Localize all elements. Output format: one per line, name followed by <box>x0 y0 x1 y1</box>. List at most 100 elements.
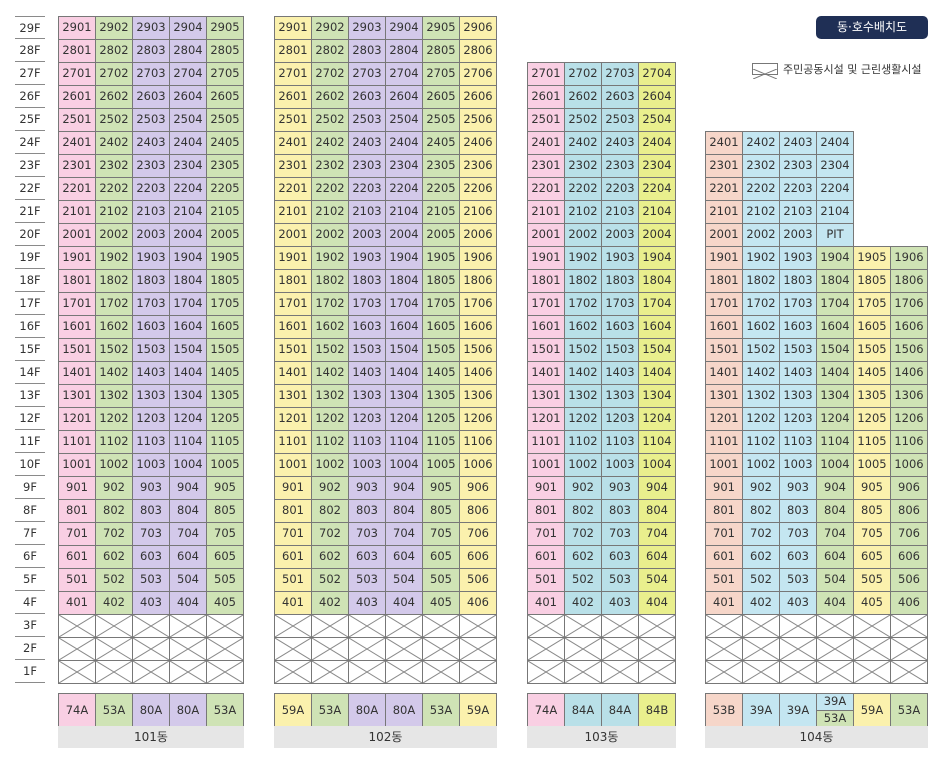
unit-cell[interactable]: 704 <box>638 522 676 546</box>
unit-cell[interactable]: 1901 <box>274 246 312 270</box>
unit-cell[interactable]: 2404 <box>385 131 423 155</box>
unit-cell[interactable]: 1706 <box>459 292 497 316</box>
unit-cell[interactable]: 1501 <box>705 338 743 362</box>
unit-cell[interactable]: 603 <box>601 545 639 569</box>
unit-cell[interactable]: 1102 <box>742 430 780 454</box>
unit-cell[interactable]: 1105 <box>853 430 891 454</box>
unit-cell[interactable]: 804 <box>385 499 423 523</box>
unit-cell[interactable]: 501 <box>58 568 96 592</box>
unit-cell[interactable]: 1201 <box>274 407 312 431</box>
unit-cell[interactable]: 1101 <box>527 430 565 454</box>
unit-cell[interactable]: 701 <box>527 522 565 546</box>
unit-cell[interactable]: 1503 <box>601 338 639 362</box>
unit-cell[interactable]: 1302 <box>311 384 349 408</box>
unit-cell[interactable]: 1906 <box>890 246 928 270</box>
unit-cell[interactable]: 1204 <box>169 407 207 431</box>
unit-cell[interactable]: 1203 <box>601 407 639 431</box>
unit-cell[interactable]: 2003 <box>779 223 817 247</box>
unit-cell[interactable]: 1706 <box>890 292 928 316</box>
unit-cell[interactable]: 1106 <box>890 430 928 454</box>
unit-cell[interactable]: 2902 <box>95 16 133 40</box>
unit-cell[interactable]: 1805 <box>853 269 891 293</box>
unit-cell[interactable]: 1004 <box>816 453 854 477</box>
unit-cell[interactable]: 2105 <box>422 200 460 224</box>
unit-cell[interactable]: 1405 <box>853 361 891 385</box>
unit-cell[interactable]: 1901 <box>527 246 565 270</box>
unit-cell[interactable]: 1604 <box>169 315 207 339</box>
unit-cell[interactable]: 905 <box>206 476 244 500</box>
unit-cell[interactable]: 1502 <box>564 338 602 362</box>
unit-cell[interactable]: 404 <box>385 591 423 615</box>
unit-cell[interactable]: 2203 <box>132 177 170 201</box>
unit-cell[interactable]: 1503 <box>779 338 817 362</box>
unit-cell[interactable]: 1306 <box>890 384 928 408</box>
unit-cell[interactable]: 1204 <box>816 407 854 431</box>
unit-cell[interactable]: 1804 <box>638 269 676 293</box>
unit-cell[interactable]: 601 <box>527 545 565 569</box>
unit-cell[interactable]: 802 <box>742 499 780 523</box>
unit-cell[interactable]: 504 <box>816 568 854 592</box>
unit-cell[interactable]: 2601 <box>527 85 565 109</box>
unit-cell[interactable]: 605 <box>422 545 460 569</box>
unit-cell[interactable]: 1405 <box>422 361 460 385</box>
unit-cell[interactable]: 1304 <box>385 384 423 408</box>
unit-cell[interactable]: 2003 <box>132 223 170 247</box>
unit-cell[interactable]: 702 <box>564 522 602 546</box>
unit-cell[interactable]: 1704 <box>638 292 676 316</box>
unit-cell[interactable]: 2803 <box>348 39 386 63</box>
unit-cell[interactable]: 2602 <box>564 85 602 109</box>
unit-cell[interactable]: 2703 <box>132 62 170 86</box>
unit-cell[interactable]: 1401 <box>58 361 96 385</box>
unit-cell[interactable]: 2304 <box>816 154 854 178</box>
unit-cell[interactable]: 1504 <box>816 338 854 362</box>
unit-cell[interactable]: 606 <box>459 545 497 569</box>
unit-cell[interactable]: 1505 <box>853 338 891 362</box>
unit-cell[interactable]: 1303 <box>132 384 170 408</box>
unit-cell[interactable]: 404 <box>638 591 676 615</box>
unit-cell[interactable]: 1405 <box>206 361 244 385</box>
unit-cell[interactable]: 404 <box>816 591 854 615</box>
unit-cell[interactable]: 702 <box>311 522 349 546</box>
unit-cell[interactable]: 1301 <box>527 384 565 408</box>
unit-cell[interactable]: 1605 <box>422 315 460 339</box>
unit-cell[interactable]: 2103 <box>779 200 817 224</box>
unit-cell[interactable]: 1004 <box>638 453 676 477</box>
unit-cell[interactable]: 2003 <box>348 223 386 247</box>
unit-cell[interactable]: 1902 <box>311 246 349 270</box>
unit-cell[interactable]: 1705 <box>206 292 244 316</box>
unit-cell[interactable]: 2304 <box>169 154 207 178</box>
unit-cell[interactable]: 902 <box>742 476 780 500</box>
unit-cell[interactable]: 2204 <box>385 177 423 201</box>
unit-cell[interactable]: 2703 <box>601 62 639 86</box>
unit-cell[interactable]: 603 <box>779 545 817 569</box>
unit-cell[interactable]: 1402 <box>742 361 780 385</box>
unit-cell[interactable]: 2105 <box>206 200 244 224</box>
unit-cell[interactable]: 1202 <box>564 407 602 431</box>
unit-cell[interactable]: 2503 <box>601 108 639 132</box>
unit-cell[interactable]: 2604 <box>169 85 207 109</box>
unit-cell[interactable]: 2101 <box>705 200 743 224</box>
unit-cell[interactable]: 2404 <box>169 131 207 155</box>
unit-cell[interactable]: 702 <box>95 522 133 546</box>
unit-cell[interactable]: 2704 <box>638 62 676 86</box>
unit-cell[interactable]: 1304 <box>169 384 207 408</box>
unit-cell[interactable]: 1006 <box>459 453 497 477</box>
unit-cell[interactable]: 1504 <box>385 338 423 362</box>
unit-cell[interactable]: 2903 <box>348 16 386 40</box>
unit-cell[interactable]: 1003 <box>601 453 639 477</box>
unit-cell[interactable]: 401 <box>274 591 312 615</box>
unit-cell[interactable]: 2504 <box>169 108 207 132</box>
unit-cell[interactable]: 502 <box>311 568 349 592</box>
unit-cell[interactable]: 1403 <box>601 361 639 385</box>
unit-cell[interactable]: 2103 <box>601 200 639 224</box>
unit-cell[interactable]: 2202 <box>742 177 780 201</box>
unit-cell[interactable]: 2704 <box>169 62 207 86</box>
unit-cell[interactable]: 705 <box>206 522 244 546</box>
unit-cell[interactable]: 2404 <box>816 131 854 155</box>
unit-cell[interactable]: 1003 <box>779 453 817 477</box>
unit-cell[interactable]: 1601 <box>58 315 96 339</box>
unit-cell[interactable]: 1401 <box>274 361 312 385</box>
unit-cell[interactable]: 1902 <box>564 246 602 270</box>
unit-cell[interactable]: 2301 <box>274 154 312 178</box>
unit-cell[interactable]: 403 <box>132 591 170 615</box>
